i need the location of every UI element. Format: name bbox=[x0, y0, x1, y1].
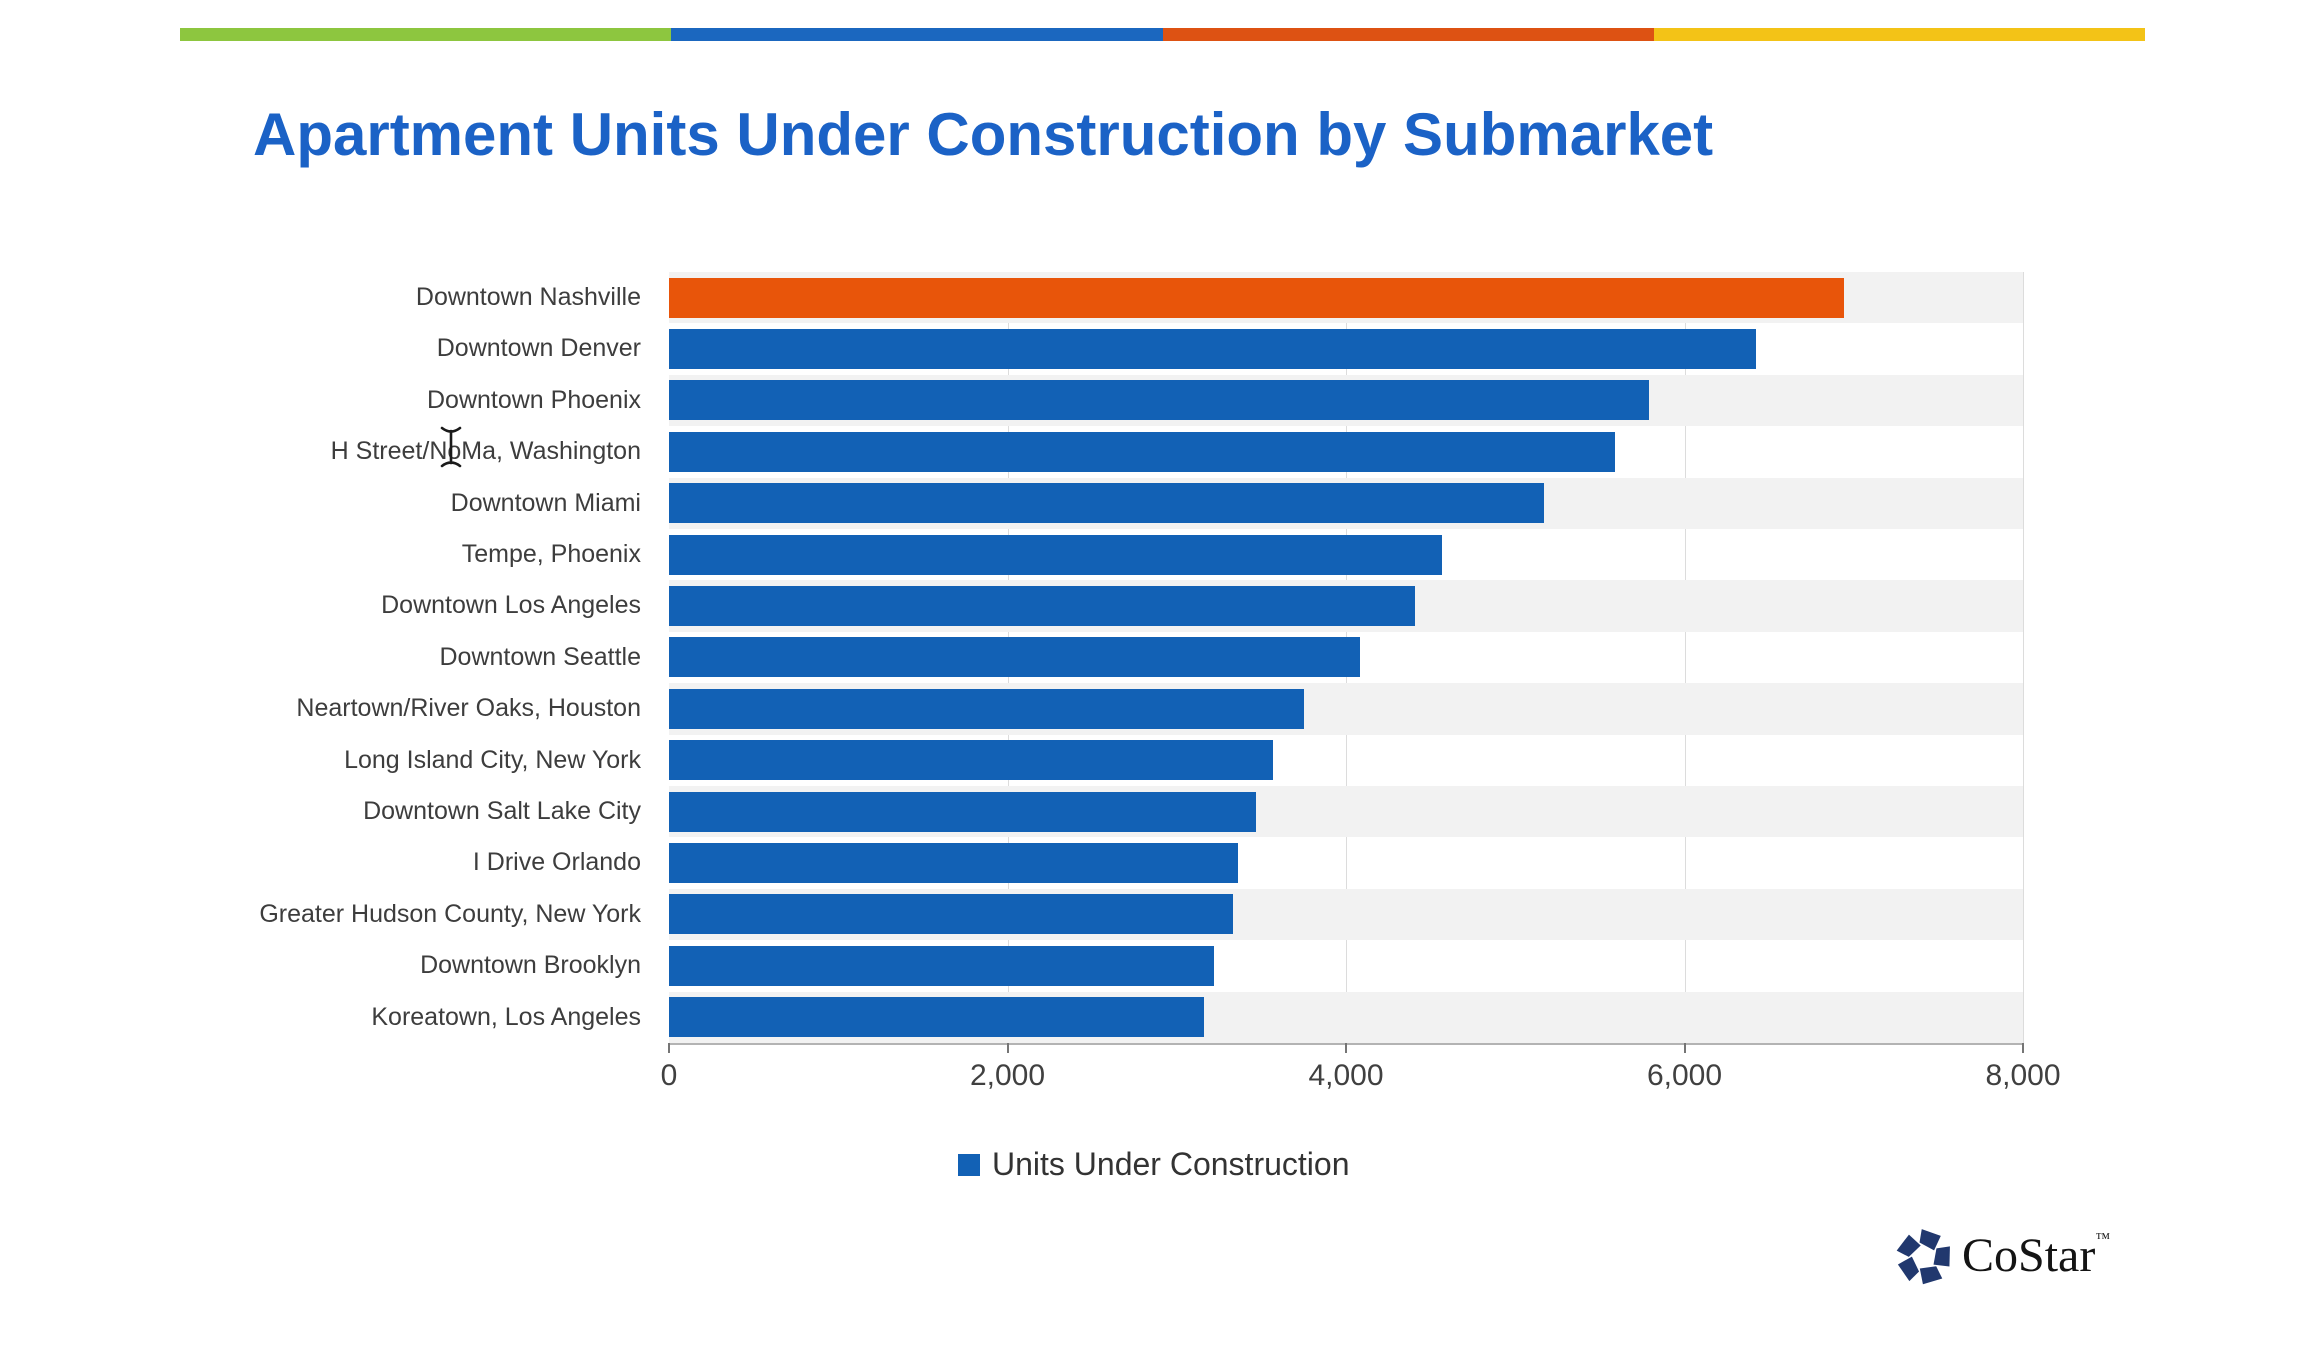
category-label: Greater Hudson County, New York bbox=[259, 899, 641, 928]
chart-row bbox=[669, 837, 2023, 888]
text-ibeam-cursor bbox=[440, 426, 462, 468]
category-label: Downtown Seattle bbox=[439, 642, 641, 671]
bar-value bbox=[669, 688, 1304, 729]
category-label: I Drive Orlando bbox=[472, 848, 641, 877]
bar-value bbox=[669, 791, 1257, 832]
legend-label: Units Under Construction bbox=[992, 1146, 1350, 1182]
category-label: Downtown Phoenix bbox=[426, 385, 641, 414]
brand-stripe-segment bbox=[180, 28, 672, 41]
gridline bbox=[2023, 272, 2024, 1043]
axis-tick bbox=[1683, 1043, 1686, 1053]
category-label: Long Island City, New York bbox=[344, 745, 641, 774]
category-label: H Street/NoMa, Washington bbox=[330, 437, 641, 466]
bar-value bbox=[669, 483, 1545, 524]
bar-value bbox=[669, 842, 1238, 883]
chart-row bbox=[669, 529, 2023, 580]
costar-pinwheel-icon bbox=[1896, 1229, 1950, 1285]
bar-value bbox=[669, 894, 1233, 935]
axis-tick-label: 2,000 bbox=[969, 1059, 1046, 1092]
plot-area: 0 2,000 4,000 6,000 8,000 bbox=[661, 272, 2061, 1092]
axis-tick-label: 6,000 bbox=[1646, 1059, 1723, 1092]
brand-stripe-segment bbox=[671, 28, 1163, 41]
chart-title: Apartment Units Under Construction by Su… bbox=[253, 101, 1714, 168]
bar-value bbox=[669, 945, 1214, 986]
chart-row bbox=[669, 888, 2023, 941]
chart-row bbox=[669, 477, 2023, 529]
chart-row bbox=[669, 272, 2023, 324]
bar-value bbox=[669, 431, 1616, 472]
chart-row bbox=[669, 580, 2023, 632]
bar-value bbox=[669, 740, 1274, 781]
axis-tick-label: 4,000 bbox=[1308, 1059, 1384, 1092]
chart-row bbox=[669, 940, 2023, 991]
axis-tick-label: 0 bbox=[660, 1059, 678, 1092]
axis-tick bbox=[668, 1043, 670, 1053]
category-label: Koreatown, Los Angeles bbox=[371, 1002, 641, 1031]
category-label: Downtown Los Angeles bbox=[381, 591, 641, 620]
category-label: Downtown Miami bbox=[450, 488, 641, 517]
trademark-symbol: ™ bbox=[2095, 1231, 2111, 1247]
axis-tick-label: 8,000 bbox=[1985, 1059, 2061, 1092]
bar-value bbox=[669, 328, 1756, 369]
legend: Units Under Construction bbox=[958, 1146, 1349, 1183]
bar-value bbox=[669, 585, 1416, 626]
category-label: Tempe, Phoenix bbox=[461, 540, 641, 568]
chart-row bbox=[669, 426, 2023, 477]
bar-value bbox=[669, 380, 1649, 421]
bar-value bbox=[669, 534, 1443, 575]
brand-stripe-segment bbox=[1162, 28, 1654, 41]
axis-tick bbox=[1345, 1043, 1347, 1053]
costar-logo: CoStar™ bbox=[1896, 1226, 2110, 1286]
category-axis: Downtown Nashville Downtown Denver Downtow… bbox=[0, 272, 655, 1043]
chart-row bbox=[669, 632, 2023, 683]
axis-tick bbox=[1006, 1043, 1009, 1053]
axis-tick bbox=[2022, 1043, 2024, 1053]
bar-highlighted bbox=[669, 277, 1844, 318]
category-label: Neartown/River Oaks, Houston bbox=[296, 694, 641, 723]
gridline bbox=[1684, 272, 1686, 1043]
chart-row bbox=[669, 991, 2023, 1043]
category-label: Downtown Denver bbox=[436, 334, 641, 363]
costar-logo-text: CoStar™ bbox=[1962, 1229, 2111, 1282]
brand-stripe bbox=[180, 28, 2145, 41]
chart-row bbox=[669, 786, 2023, 838]
chart-row bbox=[669, 683, 2023, 735]
category-label: Downtown Nashville bbox=[415, 283, 641, 311]
legend-swatch-icon bbox=[958, 1153, 980, 1176]
bar-chart: Downtown Nashville Downtown Denver Downtow… bbox=[0, 272, 2318, 1092]
chart-row bbox=[669, 374, 2023, 427]
category-label: Downtown Salt Lake City bbox=[363, 797, 641, 825]
brand-stripe-segment bbox=[1653, 28, 2145, 41]
chart-row bbox=[669, 735, 2023, 786]
chart-row bbox=[669, 323, 2023, 374]
bar-value bbox=[669, 997, 1204, 1038]
bar-value bbox=[669, 637, 1360, 678]
category-label: Downtown Brooklyn bbox=[420, 951, 641, 980]
